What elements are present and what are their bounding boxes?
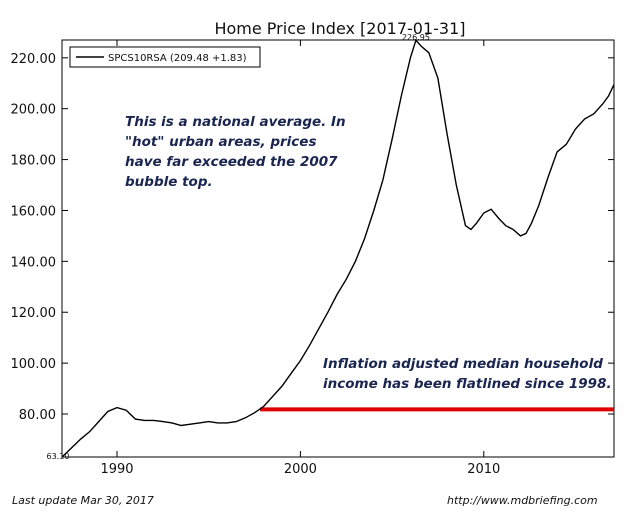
y-tick-label: 180.00 <box>11 154 57 169</box>
x-tick-label: 1990 <box>100 462 133 477</box>
x-tick-label: 2000 <box>284 462 317 477</box>
last-update-text: Last update Mar 30, 2017 <box>12 494 154 507</box>
y-tick-label: 120.00 <box>11 306 57 321</box>
annotation-line: This is a national average. In <box>125 114 346 130</box>
legend-box <box>69 46 261 68</box>
annotation-line: Inflation adjusted median household <box>323 356 603 372</box>
annotation-line: "hot" urban areas, prices <box>125 134 317 150</box>
extra-labels: 226.95 63.10 <box>47 33 430 461</box>
source-url: http://www.mdbriefing.com <box>447 494 598 507</box>
annotation-national-average: This is a national average. In "hot" urb… <box>125 112 346 192</box>
series-line <box>61 38 615 458</box>
annotation-income: Inflation adjusted median household inco… <box>323 354 612 394</box>
annotation-line: bubble top. <box>125 174 213 190</box>
legend-label: SPCS10RSA (209.48 +1.83) <box>108 53 247 64</box>
y-tick-label: 100.00 <box>11 357 57 372</box>
y-axis: 80.00 100.00 120.00 140.00 160.00 180.00 200.0… <box>11 52 614 423</box>
y-tick-label: 140.00 <box>11 255 57 270</box>
x-tick-label: 2010 <box>467 462 500 477</box>
y-tick-label: 80.00 <box>19 408 56 423</box>
annotation-line: have far exceeded the 2007 <box>125 154 338 170</box>
chart-title: Home Price Index [2017-01-31] <box>214 19 465 38</box>
plot-frame <box>61 39 615 458</box>
y-tick-label: 160.00 <box>11 204 57 219</box>
series-layer <box>61 38 615 458</box>
annotation-line: income has been flatlined since 1998. <box>323 376 612 392</box>
y-tick-label: 220.00 <box>11 52 57 67</box>
peak-value-label: 226.95 <box>402 33 430 42</box>
legend: SPCS10RSA (209.48 +1.83) <box>69 46 261 68</box>
plot-border <box>61 39 615 458</box>
y-tick-label: 200.00 <box>11 103 57 118</box>
x-axis: 1990 2000 2010 <box>100 40 500 477</box>
min-value-label: 63.10 <box>47 452 70 461</box>
